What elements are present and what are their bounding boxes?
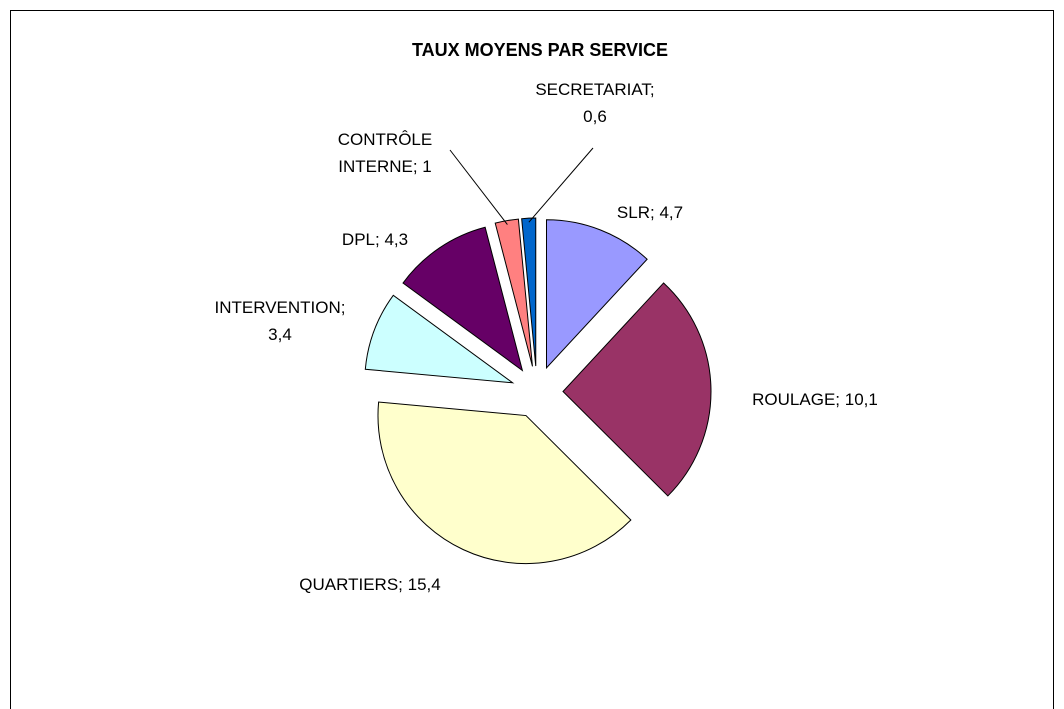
data-label-line: INTERNE; 1 <box>338 157 432 176</box>
data-label-line: ROULAGE; 10,1 <box>752 390 878 409</box>
data-label-line: INTERVENTION; <box>215 298 346 317</box>
data-label-line: SLR; 4,7 <box>617 203 683 222</box>
chart-title: TAUX MOYENS PAR SERVICE <box>412 40 668 60</box>
data-label-line: 0,6 <box>583 107 607 126</box>
data-label-line: QUARTIERS; 15,4 <box>299 575 440 594</box>
leader-line <box>449 149 508 225</box>
data-label-line: DPL; 4,3 <box>342 230 408 249</box>
data-label: QUARTIERS; 15,4 <box>299 575 440 594</box>
data-label: DPL; 4,3 <box>342 230 408 249</box>
pie-slice <box>364 294 515 384</box>
pie-slice <box>494 218 533 367</box>
pie-slice <box>521 217 537 367</box>
pie-slice <box>545 219 648 370</box>
data-label-line: CONTRÔLE <box>338 130 432 149</box>
leader-line <box>528 147 594 223</box>
data-label: SLR; 4,7 <box>617 203 683 222</box>
data-label: CONTRÔLE INTERNE; 1 <box>338 130 432 176</box>
data-label: INTERVENTION; 3,4 <box>215 298 346 344</box>
data-label-line: SECRETARIAT; <box>535 80 654 99</box>
data-label-line: 3,4 <box>268 325 292 344</box>
data-label: ROULAGE; 10,1 <box>752 390 878 409</box>
pie-slice <box>377 401 632 564</box>
data-label: SECRETARIAT; 0,6 <box>535 80 654 126</box>
pie-slice <box>562 282 712 497</box>
pie-slice <box>402 226 524 372</box>
